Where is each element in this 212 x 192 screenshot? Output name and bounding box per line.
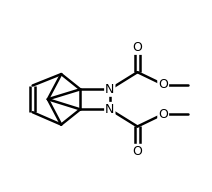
Text: O: O: [132, 41, 142, 54]
Text: O: O: [158, 78, 168, 91]
Text: N: N: [105, 83, 114, 96]
Text: N: N: [105, 103, 114, 116]
Text: O: O: [132, 145, 142, 158]
Text: O: O: [158, 108, 168, 121]
